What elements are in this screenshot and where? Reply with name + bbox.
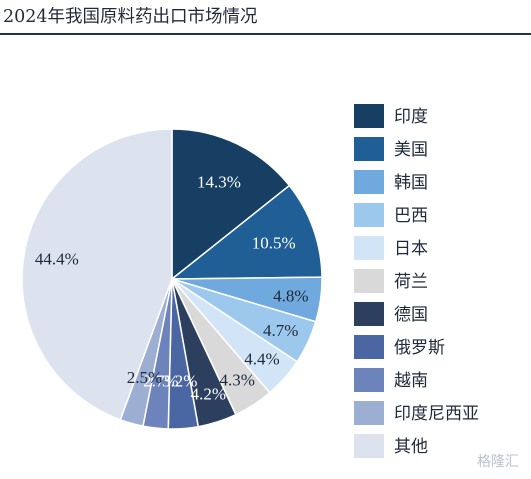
slice-label-5: 4.3% [220,371,255,390]
legend-swatch-1 [354,137,384,161]
slice-label-4: 4.4% [244,349,279,368]
pie-slice-1 [169,184,323,280]
legend-swatch-8 [354,368,384,392]
slice-label-3: 4.7% [263,321,298,340]
legend-label-5: 荷兰 [394,272,428,292]
legend-swatch-2 [354,170,384,194]
legend-swatch-4 [354,236,384,260]
legend-label-8: 越南 [394,371,428,391]
legend-label-0: 印度 [394,107,428,127]
legend-swatch-7 [354,335,384,359]
slice-label-2: 4.8% [273,287,308,306]
legend-label-10: 其他 [394,437,428,457]
legend-label-9: 印度尼西亚 [394,404,479,424]
legend-label-4: 日本 [394,239,428,259]
legend-swatch-3 [354,203,384,227]
legend-swatch-10 [354,434,384,458]
slice-label-10: 44.4% [35,250,79,269]
slice-label-0: 14.3% [197,173,241,192]
legend-label-3: 巴西 [394,206,428,226]
title-rule [0,33,531,35]
legend-swatch-9 [354,401,384,425]
legend-swatch-0 [354,104,384,128]
slice-label-7: 3.2% [162,372,197,391]
legend-swatch-6 [354,302,384,326]
slice-label-9: 2.5% [127,368,162,387]
watermark-text: 格隆汇 [477,454,519,470]
pie-slice-10 [21,128,173,421]
legend-label-1: 美国 [394,140,428,160]
slice-label-8: 2.7% [143,371,178,390]
pie-slice-0 [171,128,291,281]
legend-label-6: 德国 [394,305,428,325]
legend-label-7: 俄罗斯 [394,338,445,358]
chart-title: 2024年我国原料药出口市场情况 [3,7,258,27]
legend-swatch-5 [354,269,384,293]
legend-label-2: 韩国 [394,173,428,193]
slice-label-6: 4.2% [191,384,226,403]
slice-label-1: 10.5% [252,234,296,253]
